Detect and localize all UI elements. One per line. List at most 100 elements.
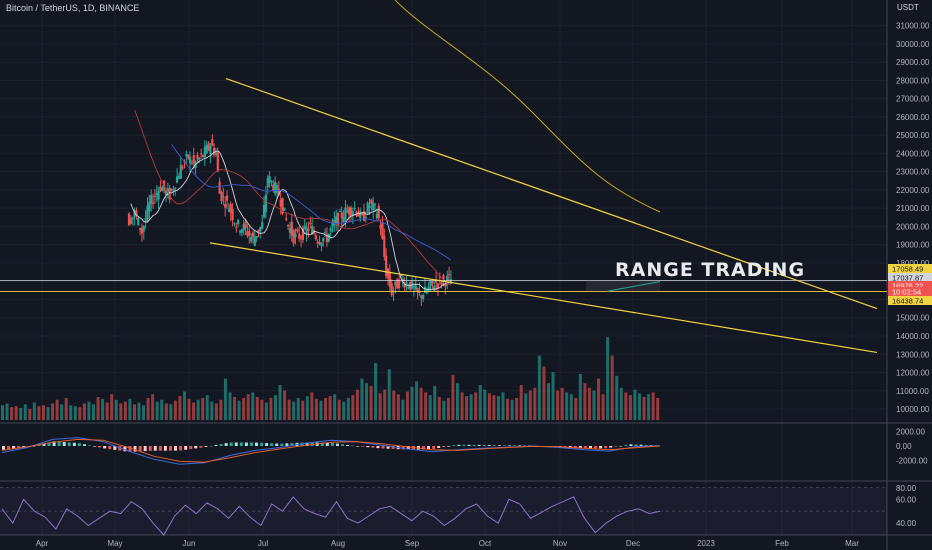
volume-bar [283,390,287,420]
volume-bar [255,397,259,420]
volume-bar [656,397,660,420]
volume-bar [223,378,227,420]
candle-body [224,204,227,208]
volume-bar [201,397,205,420]
volume-bar [519,385,523,420]
volume-bar [96,397,100,420]
macd-histogram-bar [361,446,365,447]
candle-body [187,154,190,159]
macd-histogram-bar [189,446,193,450]
price-tick-label: 26000.00 [896,113,930,122]
macd-histogram-bar [37,444,41,446]
volume-bar [346,397,350,420]
volume-bar [192,402,196,420]
lower-trendline [209,242,878,354]
volume-bar [228,392,232,420]
macd-histogram-bar [77,443,81,446]
macd-histogram-bar [108,446,112,450]
macd-tick-label: 2000.00 [896,427,925,436]
price-axis[interactable]: 10000.00 11000.00 12000.00 13000.00 14000.00… [896,22,930,414]
time-axis[interactable]: Apr May Jun Jul Aug Sep Oct Nov Dec 2023 Feb Mar [36,539,859,548]
macd-histogram-bar [472,444,476,446]
volume-bar [446,397,450,420]
volume-bar [496,396,500,420]
candle-body [438,276,441,278]
macd-histogram-bar [588,446,592,449]
candle-body [447,274,451,276]
candle-body [137,217,140,226]
volume-bar [396,394,400,420]
candle-body [446,275,449,281]
candle-body [270,180,273,183]
support-resistance-lines [0,280,887,292]
macd-histogram-bar [391,446,395,449]
time-tick-label: Jun [183,539,196,548]
volume-bar [132,404,136,420]
volume-bar [333,394,337,420]
volume-bar [624,392,628,420]
time-tick-label: May [107,539,122,548]
price-tick-label: 21000.00 [896,204,930,213]
macd-histogram-bar [255,442,258,446]
macd-histogram-bar [260,442,264,446]
macd-histogram-bar [523,445,527,447]
candle-body [235,227,238,229]
macd-histogram-bar [573,446,577,449]
volume-bar [246,394,250,420]
candle-body [342,217,345,223]
macd-histogram-bar [275,443,279,446]
macd-histogram-bar [82,444,86,446]
price-unit: USDT [897,3,919,12]
candle-body [416,287,419,292]
signal-line [1,438,661,463]
rsi-pane: 80.00 60.00 40.00 [0,484,917,536]
price-tick-label: 13000.00 [896,350,930,359]
candle-body [412,286,415,288]
macd-histogram-bar [477,444,481,446]
candle-body [353,207,356,209]
macd-histogram-bar [497,445,501,446]
macd-histogram-bar [487,445,491,446]
macd-histogram-bar [209,445,213,447]
volume-bar [319,400,323,420]
candle-body [362,211,366,221]
price-tick-label: 22000.00 [896,186,930,195]
candle-body [303,225,306,229]
volume-bar [565,392,569,420]
price-tick-label: 14000.00 [896,332,930,341]
macd-histogram-bar [325,442,329,446]
candle-body [172,189,175,192]
volume-bar [205,395,209,420]
macd-histogram-bar [452,445,456,446]
price-tick-label: 29000.00 [896,58,930,67]
candle-body [220,191,223,202]
price-tick-label: 18000.00 [896,259,930,268]
macd-histogram-bar [244,442,248,446]
volume-bar [569,394,573,420]
candle-body [396,279,399,289]
candle-body [324,231,327,233]
candle-body [316,241,319,244]
volume-bar [469,394,473,420]
volume-bar [119,403,123,420]
volume-bar [633,389,637,420]
volume-bar [528,390,532,420]
macd-histogram-bar [67,442,71,446]
candle-body [420,295,423,298]
candle-body [340,212,343,219]
volume-bar [196,399,200,420]
macd-histogram-bar [442,446,446,448]
volume-bar [274,395,277,420]
macd-histogram-bar [2,446,5,450]
volume-bar [638,393,641,420]
volume-bar [615,375,619,420]
volume-bar [642,397,646,420]
volume-bars [1,337,660,420]
volume-bar [101,398,105,420]
candle-body [225,195,229,201]
candle-body [272,184,275,191]
macd-histogram-bar [168,446,172,451]
volume-bar [55,399,59,420]
candle-body [198,158,201,160]
